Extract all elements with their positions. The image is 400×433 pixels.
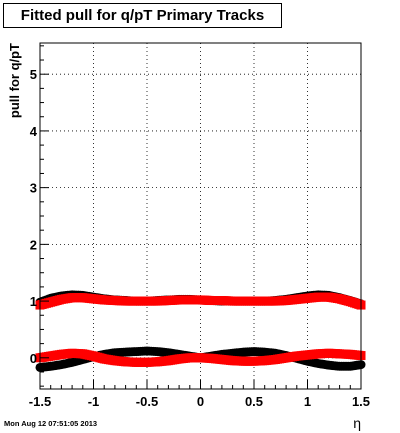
axis-ticks: -1.5 -1 -0.5 0 0.5 1 1.5 0 1 2 3 4 5 bbox=[29, 45, 370, 409]
y-tick-label: 0 bbox=[30, 351, 37, 366]
y-tick-label: 4 bbox=[30, 124, 38, 139]
y-tick-label: 3 bbox=[30, 181, 37, 196]
grid-lines bbox=[40, 43, 361, 389]
y-tick-label: 5 bbox=[30, 67, 37, 82]
x-tick-label: 0 bbox=[197, 394, 204, 409]
x-tick-label: 0.5 bbox=[245, 394, 263, 409]
x-tick-label: 1.5 bbox=[352, 394, 370, 409]
chart-title: Fitted pull for q/pT Primary Tracks bbox=[3, 3, 282, 28]
y-tick-label: 1 bbox=[30, 294, 37, 309]
y-axis-label: pull for q/pT bbox=[7, 43, 22, 118]
x-tick-label: 1 bbox=[304, 394, 311, 409]
series-4 bbox=[35, 348, 366, 367]
y-tick-label: 2 bbox=[30, 237, 37, 252]
series-3 bbox=[35, 292, 366, 310]
x-tick-label: -1 bbox=[88, 394, 100, 409]
x-tick-label: -0.5 bbox=[136, 394, 158, 409]
x-axis-label: η bbox=[353, 415, 361, 431]
x-tick-label: -1.5 bbox=[29, 394, 51, 409]
timestamp-footer: Mon Aug 12 07:51:05 2013 bbox=[4, 419, 98, 428]
data-points bbox=[35, 290, 366, 372]
